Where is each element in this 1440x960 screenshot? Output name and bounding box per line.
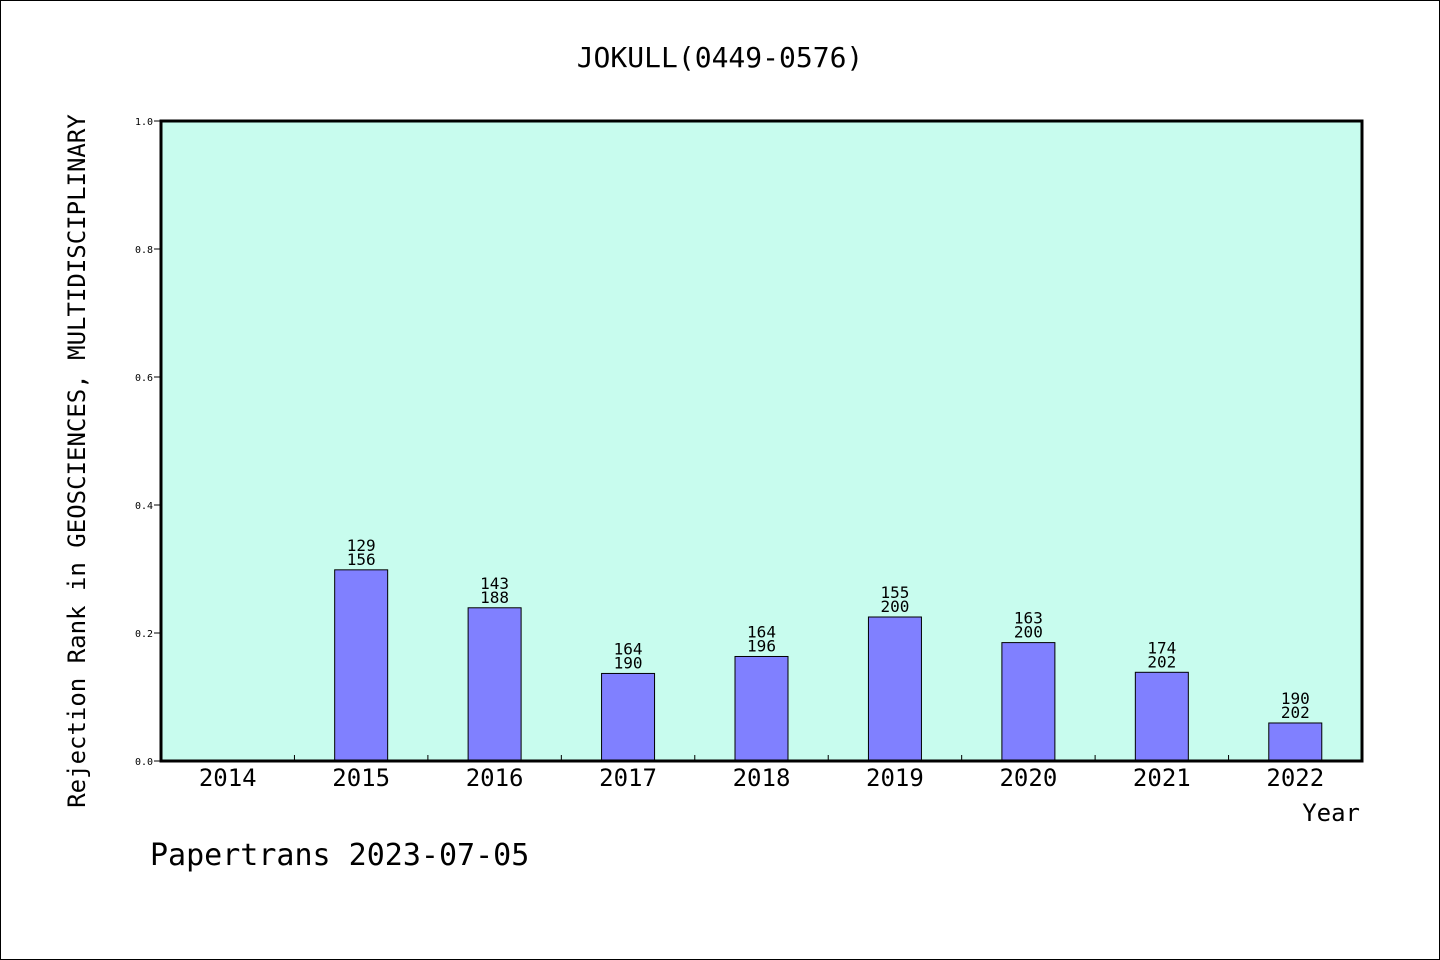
y-tick-label: 0.2 [135, 629, 153, 640]
y-axis-label: Rejection Rank in GEOSCIENCES, MULTIDISC… [63, 114, 91, 808]
y-tick-label: 0.6 [135, 373, 153, 384]
bars-group [334, 569, 1323, 762]
bar-label-rank: 174 [1147, 638, 1176, 657]
bar-2022 [1268, 722, 1323, 762]
bar-label-total: 202 [1281, 703, 1310, 722]
bar-2019 [867, 616, 922, 762]
bar-label-rank: 164 [614, 639, 643, 658]
bar-2017 [601, 672, 656, 762]
bar-2020 [1001, 642, 1056, 762]
bar-labels-group: 1291561431881641901641961552001632001742… [347, 536, 1310, 722]
x-tick-label: 2018 [733, 764, 791, 792]
footer-watermark: Papertrans 2023-07-05 [150, 838, 529, 873]
bar-label-rank: 155 [880, 583, 909, 602]
x-tick-label: 2022 [1266, 764, 1324, 792]
x-tick-label: 2015 [332, 764, 390, 792]
x-tick-label: 2019 [866, 764, 924, 792]
bar-label-total: 190 [614, 653, 643, 672]
bar-label-total: 202 [1147, 652, 1176, 671]
x-tick-label: 2016 [466, 764, 524, 792]
bar-label-rank: 164 [747, 622, 776, 641]
bar-label-rank: 143 [480, 574, 509, 593]
y-tick-label: 0.4 [135, 501, 153, 512]
bar-2015 [334, 569, 389, 762]
y-tick-label: 0.0 [135, 757, 153, 768]
bar-label-total: 200 [1014, 623, 1043, 642]
bar-label-total: 196 [747, 636, 776, 655]
x-tick-label: 2014 [199, 764, 257, 792]
bar-2016 [467, 607, 522, 762]
x-axis: 2014 2015 2016 2017 2018 2019 2020 2021 2022 [199, 755, 1324, 792]
chart-title: JOKULL(0449-0576) [577, 41, 864, 74]
bar-label-rank: 190 [1281, 689, 1310, 708]
x-tick-label: 2017 [599, 764, 657, 792]
x-tick-label: 2020 [999, 764, 1057, 792]
bar-label-rank: 129 [347, 536, 376, 555]
bar-2021 [1134, 671, 1189, 762]
plot-frame [159, 119, 1364, 763]
y-tick-label: 0.8 [135, 245, 153, 256]
bar-label-total: 156 [347, 550, 376, 569]
bar-label-total: 188 [480, 588, 509, 607]
bar-label-rank: 163 [1014, 609, 1043, 628]
bar-2018 [734, 655, 789, 762]
y-tick-label: 1.0 [135, 117, 153, 128]
y-axis: 0.0 0.2 0.4 0.6 0.8 1.0 [135, 117, 161, 768]
x-tick-label: 2021 [1133, 764, 1191, 792]
bar-label-total: 200 [880, 597, 909, 616]
x-axis-label: Year [1302, 799, 1360, 827]
